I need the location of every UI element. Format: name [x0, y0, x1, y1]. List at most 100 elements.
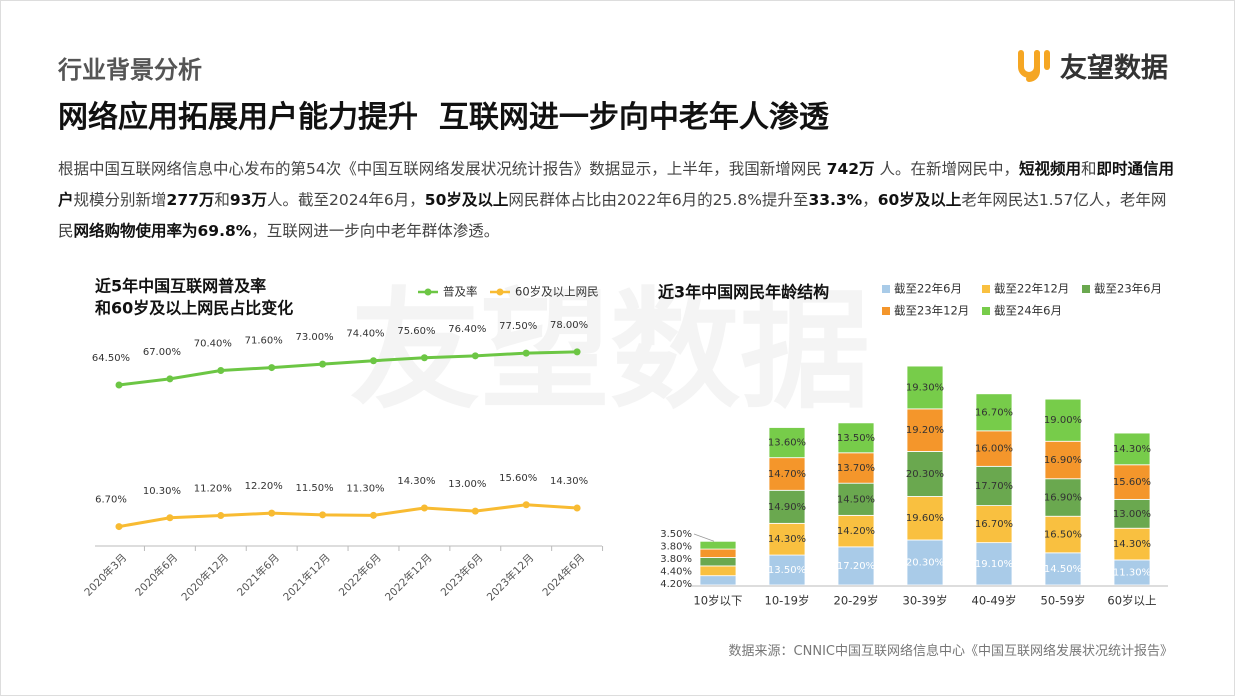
bar-segment — [1044, 478, 1082, 517]
x-tick-label: 2020年6月 — [132, 551, 180, 599]
data-point — [115, 381, 123, 389]
legend-label: 普及率 — [443, 285, 478, 299]
legend-label: 截至22年12月 — [994, 282, 1069, 296]
data-point — [217, 512, 225, 520]
data-label: 73.00% — [296, 332, 334, 343]
data-point — [573, 504, 581, 512]
bold-run: 即时通信用户 — [58, 160, 1174, 209]
bar-segment — [699, 548, 737, 558]
bold-run: 网络购物使用率为69.8% — [73, 222, 252, 240]
data-label: 13.00% — [1113, 509, 1151, 520]
legend-label: 截至23年12月 — [894, 304, 969, 318]
x-tick-label: 30-39岁 — [903, 594, 948, 608]
bar-segment — [768, 554, 806, 586]
x-tick-label: 10-19岁 — [765, 594, 810, 608]
x-tick-label: 2022年6月 — [336, 551, 384, 599]
text-run: 根据中国互联网络信息中心发布的第54次《中国互联网络发展状况统计报告》数据显示，… — [58, 160, 827, 178]
data-label: 16.90% — [1044, 455, 1082, 466]
text-run: 人。在新增网民中， — [874, 160, 1019, 178]
bar-segment — [1113, 432, 1151, 466]
legend-label: 截至22年6月 — [894, 282, 962, 296]
data-label: 13.60% — [768, 438, 806, 449]
data-label: 13.50% — [837, 433, 875, 444]
intro-paragraph: 根据中国互联网络信息中心发布的第54次《中国互联网络发展状况统计报告》数据显示，… — [58, 154, 1178, 247]
data-label: 10.30% — [143, 486, 181, 497]
bold-run: 742万 — [826, 160, 875, 178]
data-label: 14.30% — [1113, 444, 1151, 455]
bar-segment — [768, 457, 806, 491]
data-label: 14.30% — [768, 534, 806, 545]
text-run: ，互联网进一步向中老年群体渗透。 — [251, 222, 500, 240]
data-point — [522, 501, 530, 509]
data-point — [471, 352, 479, 360]
text-run: 人。截至2024年6月， — [266, 191, 425, 209]
data-label: 12.20% — [245, 481, 283, 492]
bar-segment — [1044, 515, 1082, 554]
data-label: 16.90% — [1044, 492, 1082, 503]
legend-swatch — [982, 307, 990, 315]
data-label: 14.30% — [550, 476, 588, 487]
bar-segment — [837, 546, 875, 586]
data-label: 3.50% — [660, 529, 692, 540]
x-tick-label: 2021年6月 — [234, 551, 282, 599]
bar-segment — [699, 557, 737, 567]
bold-run: 277万 — [166, 191, 215, 209]
x-tick-label: 50-59岁 — [1041, 594, 1086, 608]
text-run: 和 — [214, 191, 230, 209]
x-tick-label: 10岁以下 — [693, 594, 742, 608]
data-point — [370, 357, 377, 365]
section-label: 行业背景分析 — [58, 56, 202, 84]
x-tick-label: 40-49岁 — [972, 594, 1017, 608]
data-point — [115, 523, 123, 531]
legend-swatch — [982, 285, 990, 293]
x-tick-label: 2020年3月 — [82, 551, 130, 599]
text-run: 规模分别新增 — [73, 191, 167, 209]
data-point — [166, 375, 174, 383]
data-label: 13.00% — [448, 479, 486, 490]
data-label: 20.30% — [906, 469, 944, 480]
x-tick-label: 2024年6月 — [540, 551, 588, 599]
legend-label: 截至24年6月 — [994, 304, 1062, 318]
bar-segment — [1044, 440, 1082, 480]
data-label: 6.70% — [95, 495, 127, 506]
data-label: 4.20% — [660, 579, 692, 590]
bar-segment — [906, 451, 944, 497]
bar-segment — [699, 540, 737, 550]
x-tick-label: 2023年12月 — [484, 551, 536, 603]
data-point — [471, 507, 479, 515]
data-label: 16.70% — [975, 407, 1013, 418]
data-label: 16.00% — [975, 444, 1013, 455]
data-label: 77.50% — [499, 321, 537, 332]
data-label: 19.60% — [906, 513, 944, 524]
data-label: 11.50% — [296, 483, 334, 494]
legend-label: 60岁及以上网民 — [515, 285, 599, 299]
bar-segment — [1113, 559, 1151, 586]
data-label: 16.50% — [1044, 530, 1082, 541]
data-label: 19.20% — [906, 425, 944, 436]
bold-run: 60岁及以上 — [877, 191, 962, 209]
legend-swatch — [882, 285, 890, 293]
x-tick-label: 60岁以上 — [1107, 594, 1156, 608]
data-label: 13.50% — [768, 565, 806, 576]
chart-title: 和60岁及以上网民占比变化 — [95, 299, 293, 318]
legend-dot — [424, 288, 432, 296]
series-line — [118, 503, 578, 529]
data-label: 15.60% — [1113, 477, 1151, 488]
data-point — [217, 367, 225, 375]
data-label: 76.40% — [448, 324, 486, 335]
data-label: 20.30% — [906, 557, 944, 568]
data-label: 11.30% — [1113, 567, 1151, 578]
data-label: 3.80% — [660, 554, 692, 565]
data-label: 16.70% — [975, 519, 1013, 530]
bar-segment — [768, 522, 806, 556]
data-label: 13.70% — [837, 463, 875, 474]
data-label: 71.60% — [245, 336, 283, 347]
bar-segment — [837, 422, 875, 454]
data-point — [420, 354, 428, 362]
data-label: 70.40% — [194, 339, 232, 350]
bar-segment — [975, 430, 1013, 467]
bar-segment — [975, 393, 1013, 432]
data-point — [319, 511, 327, 519]
